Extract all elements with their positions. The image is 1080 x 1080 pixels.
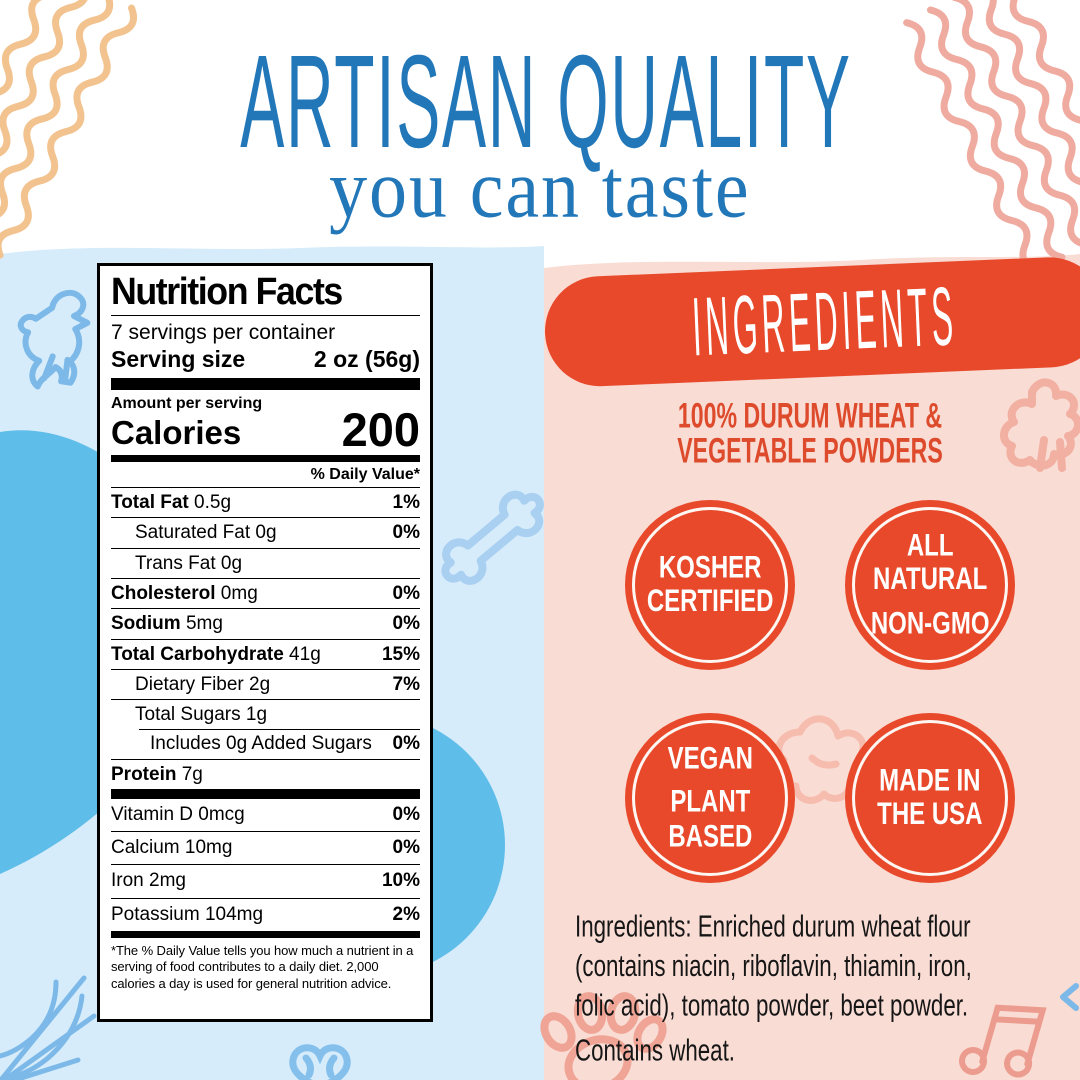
- claim-badge-line-group: KOSHER CERTIFIED: [646, 549, 774, 619]
- nutrient-daily-value: 7%: [392, 673, 420, 695]
- nutrient-name: Cholesterol 0mg: [111, 583, 258, 605]
- claim-badge-text: ALL NATURAL NON-GMO: [870, 528, 990, 641]
- nutrition-row: Trans Fat 0g: [111, 547, 420, 578]
- music-notes-doodle: [959, 1004, 1047, 1078]
- serving-size-label: Serving size: [111, 345, 246, 372]
- claim-badge-line-group: VEGAN: [667, 741, 753, 776]
- divider-medium-2: [111, 930, 420, 938]
- ingredients-statement: Ingredients: Enriched durum wheat flour (…: [575, 906, 972, 1025]
- claim-badge-line-group: MADE IN THE USA: [877, 762, 983, 832]
- nutrient-daily-value: 1%: [392, 492, 420, 514]
- nutrient-name: Protein 7g: [111, 763, 203, 785]
- claim-badge: ALL NATURAL NON-GMO: [845, 500, 1015, 670]
- nutrient-daily-value: 0%: [392, 613, 420, 635]
- calories-value: 200: [341, 402, 420, 456]
- ingredients-statement-line: (contains niacin, riboflavin, thiamin, i…: [575, 948, 972, 983]
- ingredients-statement-line: Ingredients: Enriched durum wheat flour: [575, 908, 971, 943]
- nutrition-title: Nutrition Facts: [111, 273, 420, 316]
- vitamin-name: Vitamin D 0mcg: [111, 803, 245, 825]
- vitamin-daily-value: 2%: [392, 903, 420, 925]
- nutrition-row: Protein 7g: [111, 758, 420, 789]
- page-title-text: ARTISAN QUALITY: [240, 28, 852, 177]
- claim-badge-line-group: PLANT BASED: [667, 784, 752, 854]
- nutrient-name: Sodium 5mg: [111, 613, 223, 635]
- vitamin-name: Iron 2mg: [111, 870, 186, 892]
- vitamin-name: Calcium 10mg: [111, 837, 233, 859]
- divider-medium: [111, 455, 420, 463]
- wheat-subtitle-line1: 100% DURUM WHEAT &: [677, 396, 943, 436]
- nutrition-row: Includes 0g Added Sugars 0%: [111, 729, 420, 758]
- claim-badge: VEGAN PLANT BASED: [625, 713, 795, 883]
- arrow-doodle: [1060, 983, 1079, 1011]
- daily-value-footnote: *The % Daily Value tells you how much a …: [111, 942, 414, 991]
- nutrition-row: Sodium 5mg 0%: [111, 608, 420, 638]
- dinosaur-doodle: [17, 289, 91, 390]
- servings-per-container: 7 servings per container: [111, 320, 336, 344]
- claim-badge: MADE IN THE USA: [845, 713, 1015, 883]
- nutrition-row: Total Sugars 1g: [111, 699, 420, 729]
- divider-thick: [111, 377, 420, 390]
- allergen-statement: Contains wheat.: [575, 1032, 735, 1067]
- rooster-doodle: [1000, 378, 1080, 472]
- amount-per-serving: Amount per serving: [111, 394, 263, 412]
- nutrient-daily-value: 15%: [381, 643, 420, 665]
- nutrition-facts-label: Nutrition Facts 7 servings per container…: [97, 263, 433, 1022]
- vitamin-daily-value: 0%: [392, 837, 420, 859]
- page-title: ARTISAN QUALITY: [0, 26, 1080, 176]
- claim-badge: KOSHER CERTIFIED: [625, 500, 795, 670]
- vitamin-rows: Vitamin D 0mcg 0% Calcium 10mg 0% Iron 2mg 10…: [111, 799, 420, 931]
- vitamin-daily-value: 10%: [381, 870, 420, 892]
- claim-badge-text: VEGAN PLANT BASED: [667, 741, 753, 854]
- wheat-subtitle-line2: VEGETABLE POWDERS: [677, 431, 943, 471]
- nutrition-rows: Total Fat 0.5g 1% Saturated Fat 0g 0% Trans …: [111, 487, 420, 789]
- nutrient-name: Total Carbohydrate 41g: [111, 643, 321, 665]
- vitamin-row: Calcium 10mg 0%: [111, 831, 420, 864]
- vitamin-row: Iron 2mg 10%: [111, 864, 420, 897]
- nutrient-name: Saturated Fat 0g: [135, 522, 277, 544]
- daily-value-header: % Daily Value*: [310, 466, 420, 484]
- nutrient-daily-value: 0%: [392, 583, 420, 605]
- ingredients-header-pill: INGREDIENTS: [542, 255, 1080, 389]
- calories-row: Calories 200: [111, 402, 420, 456]
- badges-grid: KOSHER CERTIFIED ALL NATURAL NON-GMO VEGAN PLA…: [625, 500, 1015, 883]
- nutrient-daily-value: 0%: [392, 522, 420, 544]
- page-subtitle-text: you can taste: [329, 143, 751, 236]
- nutrition-row: Total Carbohydrate 41g 15%: [111, 638, 420, 669]
- nutrient-name: Total Sugars 1g: [135, 704, 268, 726]
- vitamin-name: Potassium 104mg: [111, 903, 264, 925]
- wheat-subtitle: 100% DURUM WHEAT & VEGETABLE POWDERS: [560, 396, 1060, 471]
- spider-web-doodle: [0, 975, 97, 1080]
- nutrient-name: Total Fat 0.5g: [111, 492, 232, 514]
- nutrition-row: Total Fat 0.5g 1%: [111, 487, 420, 517]
- nutrient-name: Includes 0g Added Sugars: [150, 733, 372, 755]
- claim-badge-text: MADE IN THE USA: [877, 762, 983, 832]
- claim-badge-text: KOSHER CERTIFIED: [646, 549, 774, 619]
- nutrient-name: Trans Fat 0g: [135, 552, 243, 574]
- nutrition-row: Dietary Fiber 2g 7%: [111, 668, 420, 699]
- calories-label: Calories: [111, 414, 242, 452]
- paw-print-doodle: [540, 992, 667, 1080]
- serving-size-row: Serving size 2 oz (56g): [111, 345, 420, 373]
- divider-thick-2: [111, 788, 420, 799]
- claim-badge-line-group: NON-GMO: [870, 605, 990, 641]
- ingredients-statement-line: folic acid), tomato powder, beet powder.: [575, 987, 969, 1023]
- nutrient-name: Dietary Fiber 2g: [135, 673, 271, 695]
- vitamin-row: Vitamin D 0mcg 0%: [111, 799, 420, 831]
- heart-pretzel-doodle: [289, 1044, 351, 1080]
- nutrient-daily-value: 0%: [392, 733, 420, 755]
- vitamin-row: Potassium 104mg 2%: [111, 897, 420, 931]
- vitamin-daily-value: 0%: [392, 803, 420, 825]
- page-subtitle: you can taste: [0, 142, 1080, 235]
- claim-badge-line-group: ALL NATURAL: [872, 528, 988, 597]
- ingredients-title: INGREDIENTS: [690, 269, 960, 374]
- serving-size-value: 2 oz (56g): [313, 345, 420, 372]
- nutrition-row: Saturated Fat 0g 0%: [111, 517, 420, 547]
- bone-doodle: [441, 490, 544, 585]
- nutrition-row: Cholesterol 0mg 0%: [111, 578, 420, 608]
